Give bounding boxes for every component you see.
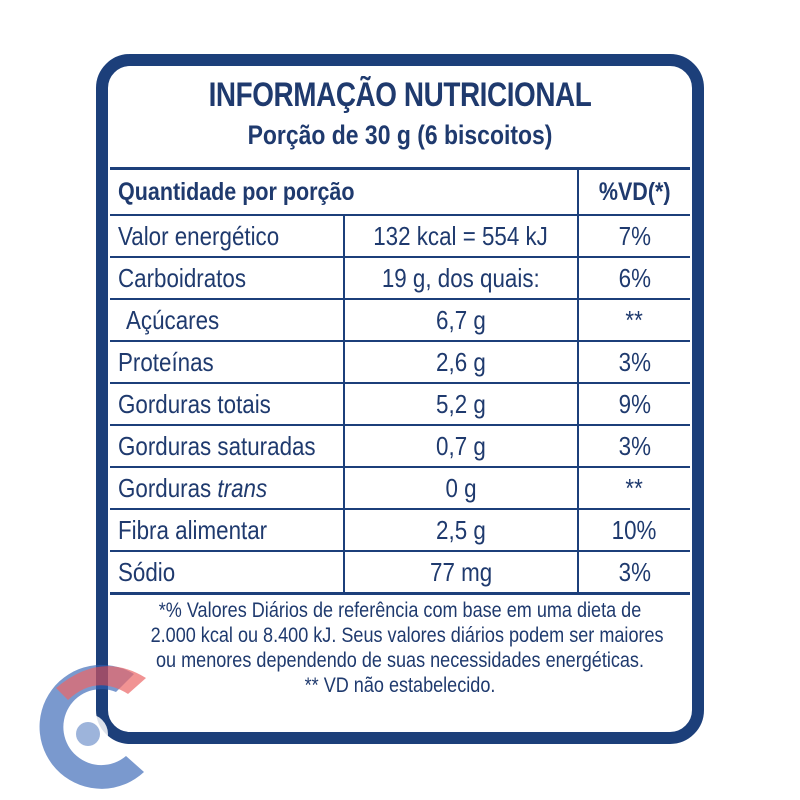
nutrient-value: 77 mg (343, 550, 579, 595)
trans-italic: trans (217, 473, 268, 503)
nutrient-vd: 6% (577, 256, 690, 300)
nutrient-vd: 9% (577, 382, 690, 426)
nutrient-value: 0 g (343, 466, 579, 510)
nutrient-name: Gorduras totais (110, 382, 345, 426)
nutrient-name: Proteínas (110, 340, 345, 384)
nutrient-value: 0,7 g (343, 424, 579, 468)
nutrient-vd: ** (577, 298, 690, 342)
nutrient-vd: 3% (577, 550, 690, 595)
nutrient-value: 132 kcal = 554 kJ (343, 214, 579, 258)
table-row: Gorduras trans 0 g ** (110, 466, 690, 510)
brand-watermark-icon (39, 664, 146, 789)
footnote-line: ** VD não estabelecido. (304, 674, 496, 697)
nutrient-vd: 7% (577, 214, 690, 258)
nutrient-value: 2,6 g (343, 340, 579, 384)
footnote: *% Valores Diários de referência com bas… (110, 598, 690, 698)
nutrient-value: 6,7 g (343, 298, 579, 342)
nutrient-value: 19 g, dos quais: (343, 256, 579, 300)
table-row: Açúcares 6,7 g ** (110, 298, 690, 342)
footnote-line: 2.000 kcal ou 8.400 kJ. Seus valores diá… (150, 624, 664, 647)
label-title: INFORMAÇÃO NUTRICIONAL (208, 76, 592, 114)
nutrient-vd: 10% (577, 508, 690, 552)
table-row: Gorduras totais 5,2 g 9% (110, 382, 690, 426)
nutrient-name: Gorduras saturadas (110, 424, 345, 468)
footnote-line: *% Valores Diários de referência com bas… (158, 599, 642, 622)
table-row: Fibra alimentar 2,5 g 10% (110, 508, 690, 552)
table-row: Sódio 77 mg 3% (110, 550, 690, 595)
table-header-row: Quantidade por porção %VD(*) (110, 167, 690, 216)
nutrient-name: Valor energético (110, 214, 345, 258)
nutrient-name: Sódio (110, 550, 345, 595)
serving-size: Porção de 30 g (6 biscoitos) (247, 120, 553, 150)
nutrient-name: Açúcares (110, 298, 345, 342)
table-row: Valor energético 132 kcal = 554 kJ 7% (110, 214, 690, 258)
footnote-line: ou menores dependendo de suas necessidad… (156, 649, 644, 672)
table-row: Carboidratos 19 g, dos quais: 6% (110, 256, 690, 300)
nutrition-table: Quantidade por porção %VD(*) Valor energ… (110, 167, 690, 595)
vd-header: %VD(*) (577, 167, 690, 216)
nutrient-name: Carboidratos (110, 256, 345, 300)
quantity-header: Quantidade por porção (110, 167, 579, 216)
nutrient-name: Fibra alimentar (110, 508, 345, 552)
table-row: Gorduras saturadas 0,7 g 3% (110, 424, 690, 468)
nutrient-name: Gorduras trans (110, 466, 345, 510)
nutrient-vd: ** (577, 466, 690, 510)
table-row: Proteínas 2,6 g 3% (110, 340, 690, 384)
nutrient-vd: 3% (577, 424, 690, 468)
nutrient-value: 2,5 g (343, 508, 579, 552)
nutrient-vd: 3% (577, 340, 690, 384)
nutrient-value: 5,2 g (343, 382, 579, 426)
